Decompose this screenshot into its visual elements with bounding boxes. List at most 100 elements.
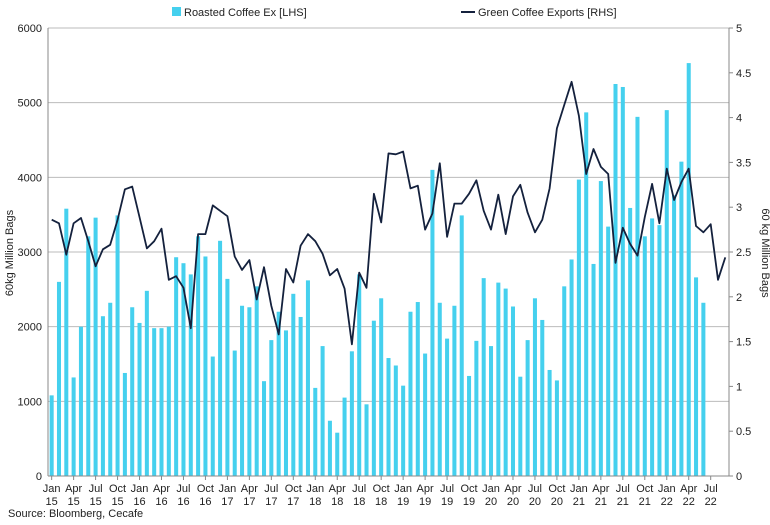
x-tick-month: Jul	[616, 483, 630, 495]
x-tick-year: 19	[397, 496, 409, 508]
bar	[452, 305, 457, 476]
x-tick-month: Oct	[373, 483, 390, 495]
x-tick-year: 15	[111, 496, 123, 508]
bar	[657, 225, 662, 476]
bar	[130, 307, 135, 476]
left-tick-label: 6000	[18, 23, 42, 35]
bar	[554, 380, 559, 476]
bar	[342, 397, 347, 476]
bar	[313, 387, 318, 476]
left-tick-label: 0	[36, 471, 42, 483]
bar	[510, 306, 515, 476]
right-tick-label: 1.5	[736, 337, 751, 349]
x-tick-month: Oct	[460, 483, 477, 495]
right-axis-ticks: 0 0.5 1 1.5 2 2.5 3 3.5 4 4.5 5	[729, 23, 751, 483]
x-tick-month: Jan	[306, 483, 324, 495]
bar	[349, 351, 354, 476]
x-tick-year: 22	[661, 496, 673, 508]
bar	[518, 376, 523, 476]
bar	[393, 365, 398, 476]
right-tick-label: 4.5	[736, 68, 751, 80]
bar	[188, 274, 193, 476]
right-tick-label: 1	[736, 381, 742, 393]
legend-bar-swatch	[172, 7, 181, 16]
x-tick-year: 16	[177, 496, 189, 508]
left-axis-title: 60kg Million Bags	[4, 209, 16, 296]
x-tick-month: Apr	[153, 483, 170, 495]
bar	[159, 328, 164, 476]
x-tick-year: 20	[507, 496, 519, 508]
bar	[174, 257, 179, 476]
left-tick-label: 1000	[18, 396, 42, 408]
bar	[489, 346, 494, 476]
bar	[437, 302, 442, 476]
bar	[620, 86, 625, 476]
bar	[196, 236, 201, 476]
bar	[701, 302, 706, 476]
bar	[166, 326, 171, 476]
x-tick-month: Jul	[176, 483, 190, 495]
x-tick-month: Jan	[482, 483, 500, 495]
bar	[686, 63, 691, 477]
bar	[628, 207, 633, 477]
x-tick-month: Jul	[264, 483, 278, 495]
x-tick-month: Oct	[197, 483, 214, 495]
bar	[635, 116, 640, 476]
bar	[584, 112, 589, 476]
bar	[203, 256, 208, 476]
x-tick-month: Jan	[658, 483, 676, 495]
bar	[540, 319, 545, 476]
x-tick-year: 16	[155, 496, 167, 508]
x-tick-month: Jan	[131, 483, 149, 495]
bar	[650, 218, 655, 476]
x-tick-month: Jul	[352, 483, 366, 495]
x-tick-month: Apr	[417, 483, 434, 495]
bar	[225, 278, 230, 476]
bar	[430, 169, 435, 476]
x-tick-month: Apr	[504, 483, 521, 495]
bar	[320, 346, 325, 476]
bar	[283, 330, 288, 476]
x-tick-year: 21	[617, 496, 629, 508]
bar	[364, 404, 369, 476]
bar	[445, 338, 450, 476]
left-axis-ticks: 0 1000 2000 3000 4000 5000 6000	[18, 23, 42, 483]
x-axis-ticks: Jan15Apr15Jul15Oct15Jan16Apr16Jul16Oct16…	[43, 476, 718, 508]
x-tick-month: Oct	[109, 483, 126, 495]
x-tick-year: 21	[595, 496, 607, 508]
bar	[576, 179, 581, 476]
left-tick-label: 3000	[18, 247, 42, 259]
bar	[474, 340, 479, 476]
bar	[291, 293, 296, 476]
bar	[327, 420, 332, 476]
x-tick-year: 20	[485, 496, 497, 508]
bar	[86, 236, 91, 476]
bar	[64, 208, 69, 476]
x-tick-month: Jan	[394, 483, 412, 495]
bar	[115, 215, 120, 476]
bar	[240, 305, 245, 476]
bar	[247, 307, 252, 476]
bar	[108, 302, 113, 476]
x-tick-year: 22	[705, 496, 717, 508]
bar	[93, 217, 98, 477]
x-tick-year: 16	[133, 496, 145, 508]
x-tick-month: Apr	[680, 483, 697, 495]
x-tick-month: Jul	[704, 483, 718, 495]
bar	[525, 340, 530, 476]
bar-series	[49, 63, 706, 477]
bar	[181, 263, 186, 476]
bar	[481, 278, 486, 476]
x-tick-year: 19	[463, 496, 475, 508]
bar	[664, 110, 669, 476]
x-tick-month: Jul	[89, 483, 103, 495]
bar	[496, 282, 501, 476]
x-tick-year: 20	[551, 496, 563, 508]
x-tick-month: Apr	[329, 483, 346, 495]
source-note: Source: Bloomberg, Cecafe	[8, 508, 143, 520]
bar	[598, 181, 603, 477]
x-tick-year: 15	[46, 496, 58, 508]
bar	[254, 286, 259, 476]
bar	[78, 326, 83, 476]
bar	[298, 316, 303, 476]
